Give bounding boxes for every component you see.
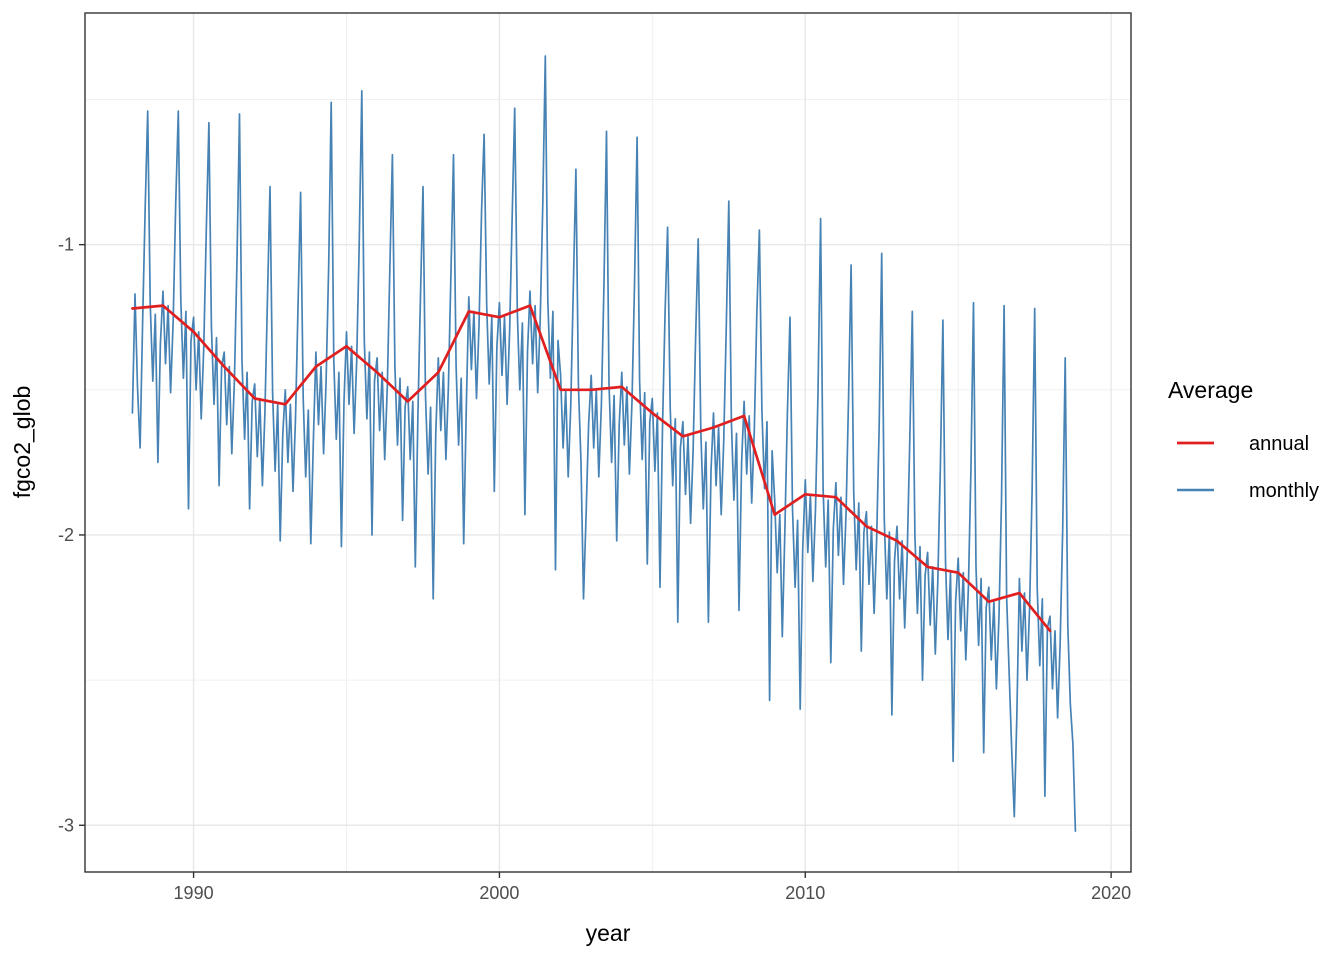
panel-border: [84, 12, 1132, 873]
monthly-series-line: [131, 55, 1077, 832]
x-axis-title: year: [586, 920, 631, 946]
y-tick-label: -3: [58, 815, 74, 835]
y-axis-title: fgco2_glob: [9, 386, 35, 499]
x-tick-label: 2000: [479, 883, 519, 903]
plot-panel: [85, 13, 1131, 872]
x-tick-label: 2010: [785, 883, 825, 903]
legend: Average annual monthly: [1168, 377, 1319, 502]
annual-series-line: [131, 304, 1052, 633]
x-tick-label: 2020: [1091, 883, 1131, 903]
legend-title: Average: [1168, 377, 1253, 403]
legend-label-annual: annual: [1249, 433, 1309, 455]
axis-tick-labels: 1990 2000 2010 2020 -1 -2 -3: [58, 235, 1131, 903]
axis-ticks: [79, 243, 1112, 878]
series-layer: [131, 55, 1077, 832]
y-tick-label: -2: [58, 525, 74, 545]
y-tick-label: -1: [58, 235, 74, 255]
legend-label-monthly: monthly: [1249, 480, 1319, 502]
x-tick-label: 1990: [174, 883, 214, 903]
